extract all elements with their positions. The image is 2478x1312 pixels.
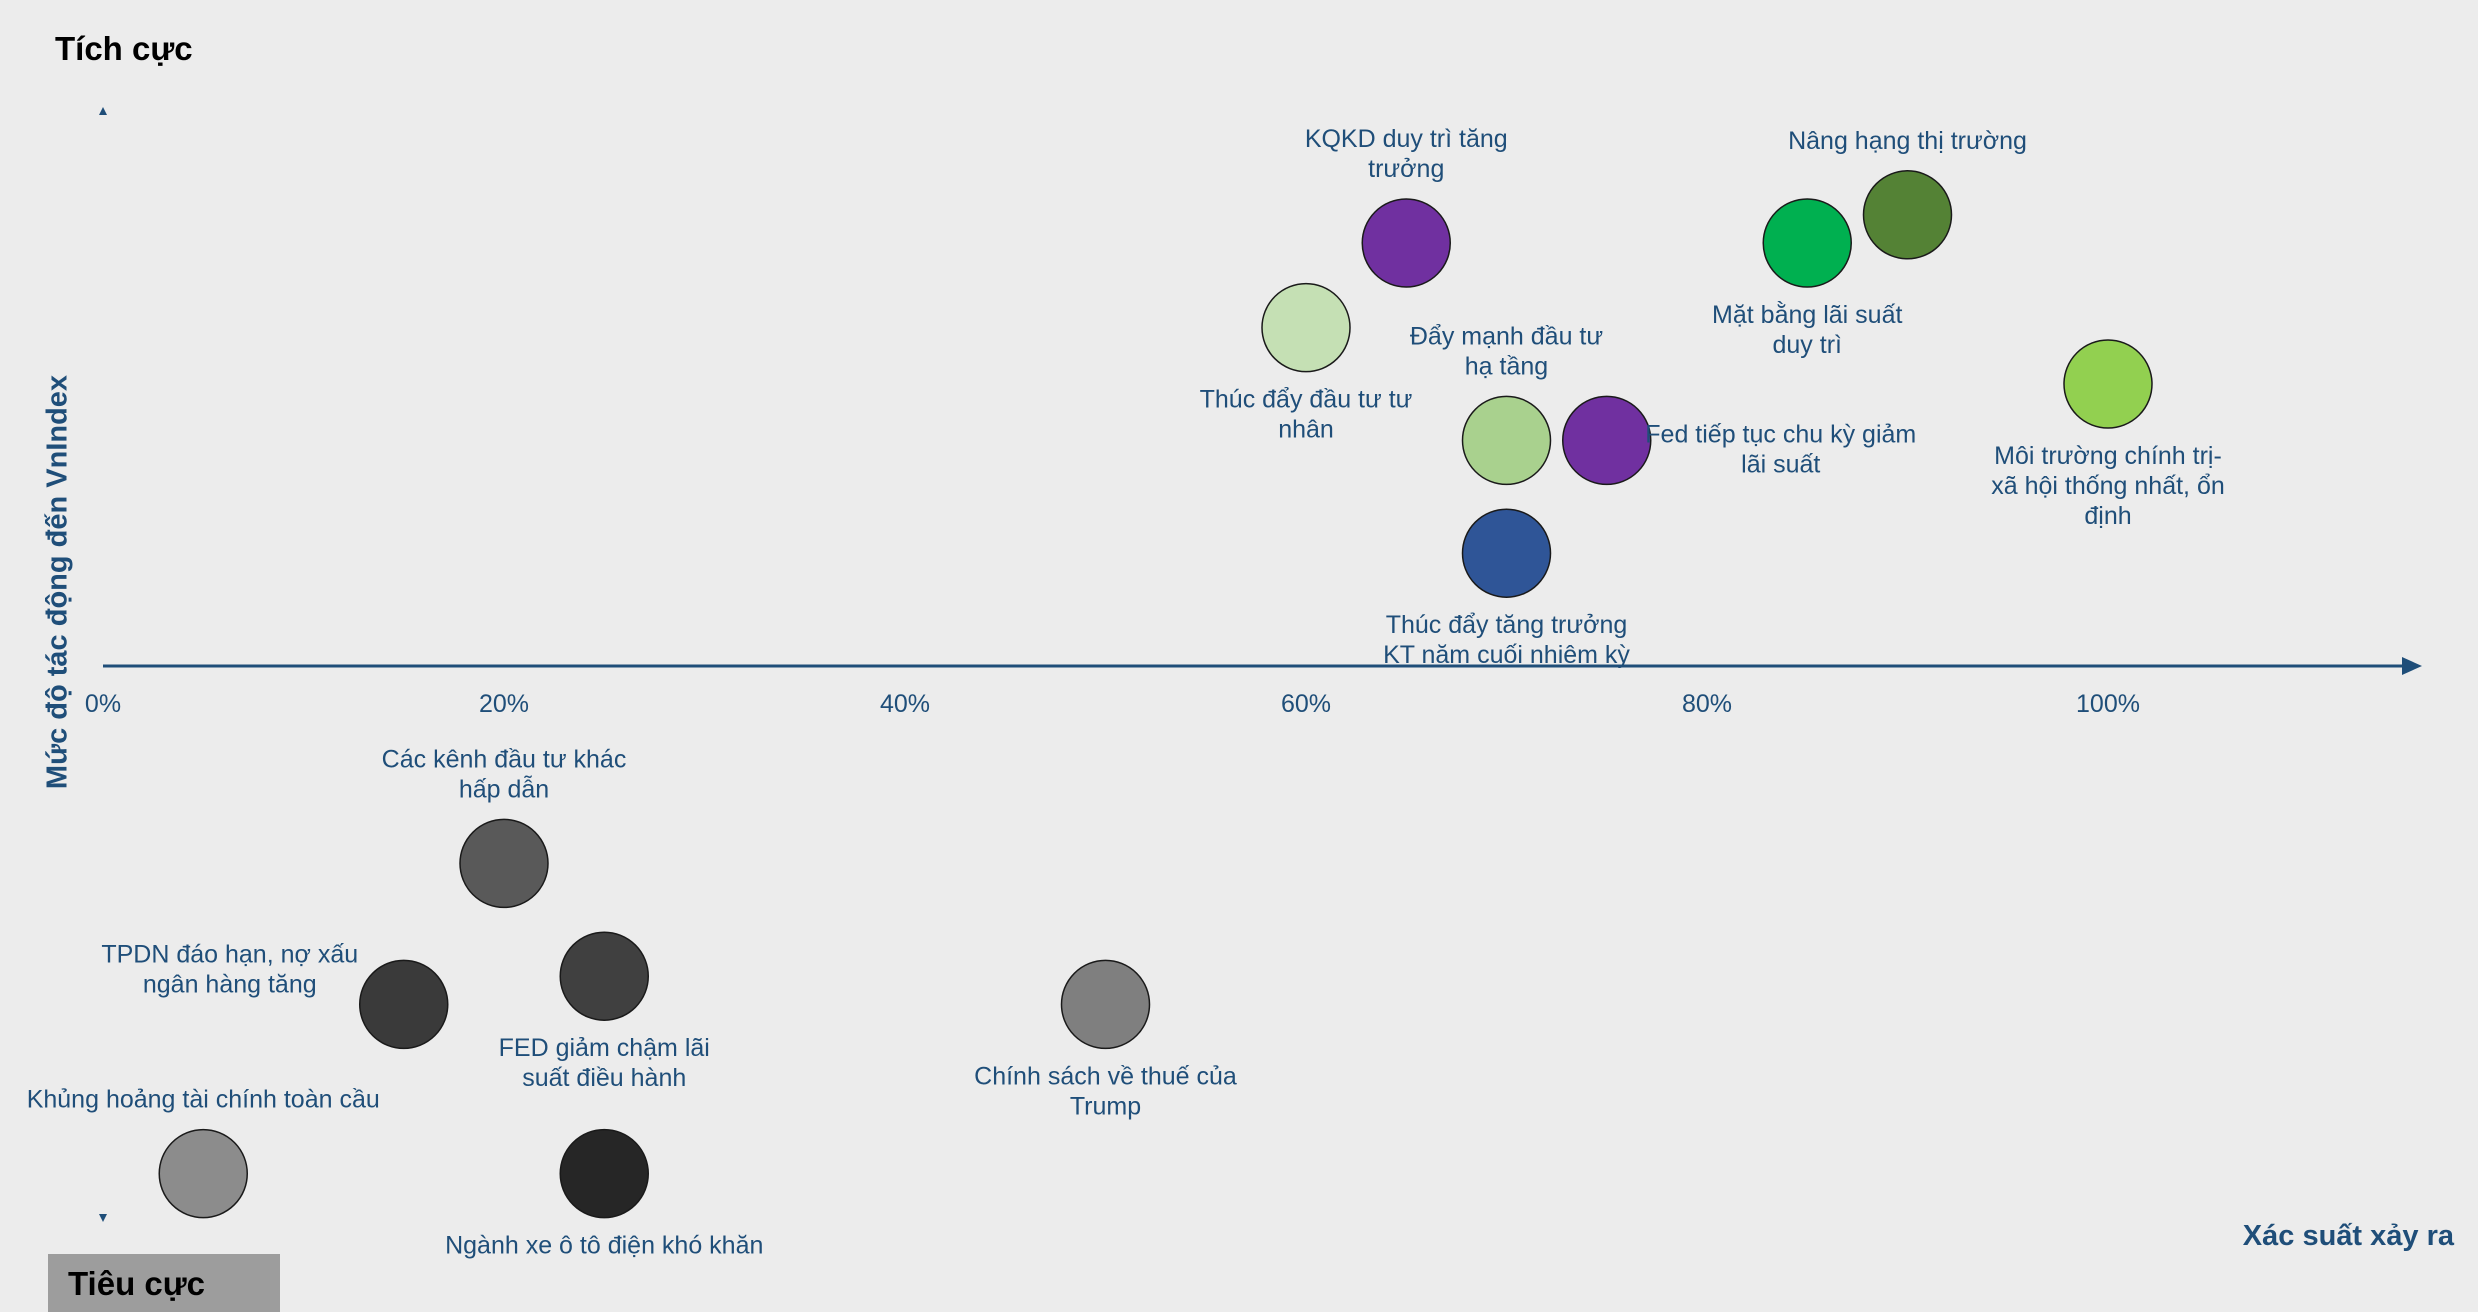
negative-label-box: Tiêu cực [48, 1254, 280, 1312]
bubble-point [2063, 339, 2153, 429]
negative-label: Tiêu cực [68, 1265, 206, 1302]
bubble-point [1261, 282, 1351, 373]
bubble-label: Thúc đẩy tăng trưởng KT năm cuối nhiệm kỳ [1383, 611, 1630, 669]
bubble-label: Mặt bằng lãi suất duy trì [1712, 300, 1902, 359]
bubble-label: KQKD duy trì tăng trưởng [1305, 125, 1508, 183]
bubble-point [1461, 395, 1552, 486]
bubble-label: FED giảm chậm lãi suất điều hành [499, 1034, 710, 1092]
bubble-label: TPDN đáo hạn, nợ xấu ngân hàng tăng [101, 940, 358, 998]
bubble-point [1461, 508, 1552, 598]
bubble-label: Môi trường chính trị-xã hội thống nhất, … [1991, 442, 2225, 530]
x-tick-label: 60% [1281, 690, 1331, 718]
bubble-label: Các kênh đầu tư khác hấp dẫn [382, 745, 627, 803]
bubble-label: Ngành xe ô tô điện khó khăn [445, 1232, 763, 1260]
bubble-label: Khủng hoảng tài chính toàn cầu [27, 1086, 380, 1114]
x-axis-arrow-icon [2402, 657, 2422, 675]
x-tick-label: 0% [85, 690, 121, 718]
bubble-label: Chính sách về thuế của Trump [974, 1062, 1237, 1120]
bubble-point [559, 931, 649, 1021]
bubble-point [359, 959, 449, 1050]
bubble-label: Đẩy mạnh đầu tư hạ tầng [1410, 322, 1603, 380]
bubble-label: Thúc đẩy đầu tư tư nhân [1200, 386, 1413, 444]
bubble-point [1562, 395, 1652, 486]
bubble-point [1361, 198, 1451, 288]
x-axis-title: Xác suất xảy ra [2242, 1220, 2454, 1252]
x-tick-label: 80% [1682, 690, 1732, 718]
y-axis-bottom-arrow-icon [99, 1214, 107, 1222]
x-tick-label: 40% [880, 690, 930, 718]
bubble-label: Fed tiếp tục chu kỳ giảm lãi suất [1645, 420, 1916, 478]
y-axis-title: Mức độ tác động đến VnIndex [41, 374, 74, 790]
bubble-label: Nâng hạng thị trường [1788, 127, 2027, 155]
x-tick-label: 100% [2076, 690, 2140, 718]
bubble-point [1862, 170, 1953, 260]
bubble-point [559, 1128, 649, 1219]
y-axis-top-arrow-icon [99, 107, 107, 115]
bubble-point [459, 818, 549, 909]
bubble-point [1762, 198, 1852, 288]
bubble-point [158, 1128, 248, 1219]
bubble-point [1060, 959, 1151, 1050]
x-tick-label: 20% [479, 690, 529, 718]
positive-label: Tích cực [55, 30, 193, 67]
